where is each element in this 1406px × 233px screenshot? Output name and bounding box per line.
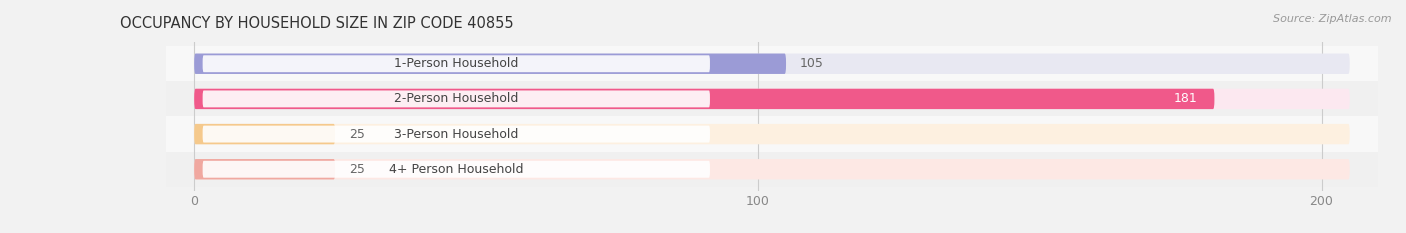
FancyBboxPatch shape: [194, 54, 1350, 74]
Text: Source: ZipAtlas.com: Source: ZipAtlas.com: [1274, 14, 1392, 24]
Text: 2-Person Household: 2-Person Household: [394, 93, 519, 105]
FancyBboxPatch shape: [166, 81, 1406, 116]
Text: 1-Person Household: 1-Person Household: [394, 57, 519, 70]
Text: OCCUPANCY BY HOUSEHOLD SIZE IN ZIP CODE 40855: OCCUPANCY BY HOUSEHOLD SIZE IN ZIP CODE …: [121, 16, 515, 31]
FancyBboxPatch shape: [194, 124, 1350, 144]
FancyBboxPatch shape: [202, 90, 710, 107]
FancyBboxPatch shape: [166, 152, 1406, 187]
FancyBboxPatch shape: [202, 55, 710, 72]
FancyBboxPatch shape: [194, 159, 1350, 179]
FancyBboxPatch shape: [194, 124, 335, 144]
Text: 105: 105: [800, 57, 824, 70]
Text: 3-Person Household: 3-Person Household: [394, 128, 519, 140]
FancyBboxPatch shape: [194, 89, 1350, 109]
FancyBboxPatch shape: [166, 46, 1406, 81]
Text: 4+ Person Household: 4+ Person Household: [389, 163, 523, 176]
FancyBboxPatch shape: [166, 116, 1406, 152]
FancyBboxPatch shape: [194, 54, 786, 74]
FancyBboxPatch shape: [194, 159, 335, 179]
FancyBboxPatch shape: [202, 161, 710, 178]
Text: 25: 25: [349, 128, 366, 140]
Text: 181: 181: [1174, 93, 1198, 105]
FancyBboxPatch shape: [202, 126, 710, 143]
Text: 25: 25: [349, 163, 366, 176]
FancyBboxPatch shape: [194, 89, 1215, 109]
